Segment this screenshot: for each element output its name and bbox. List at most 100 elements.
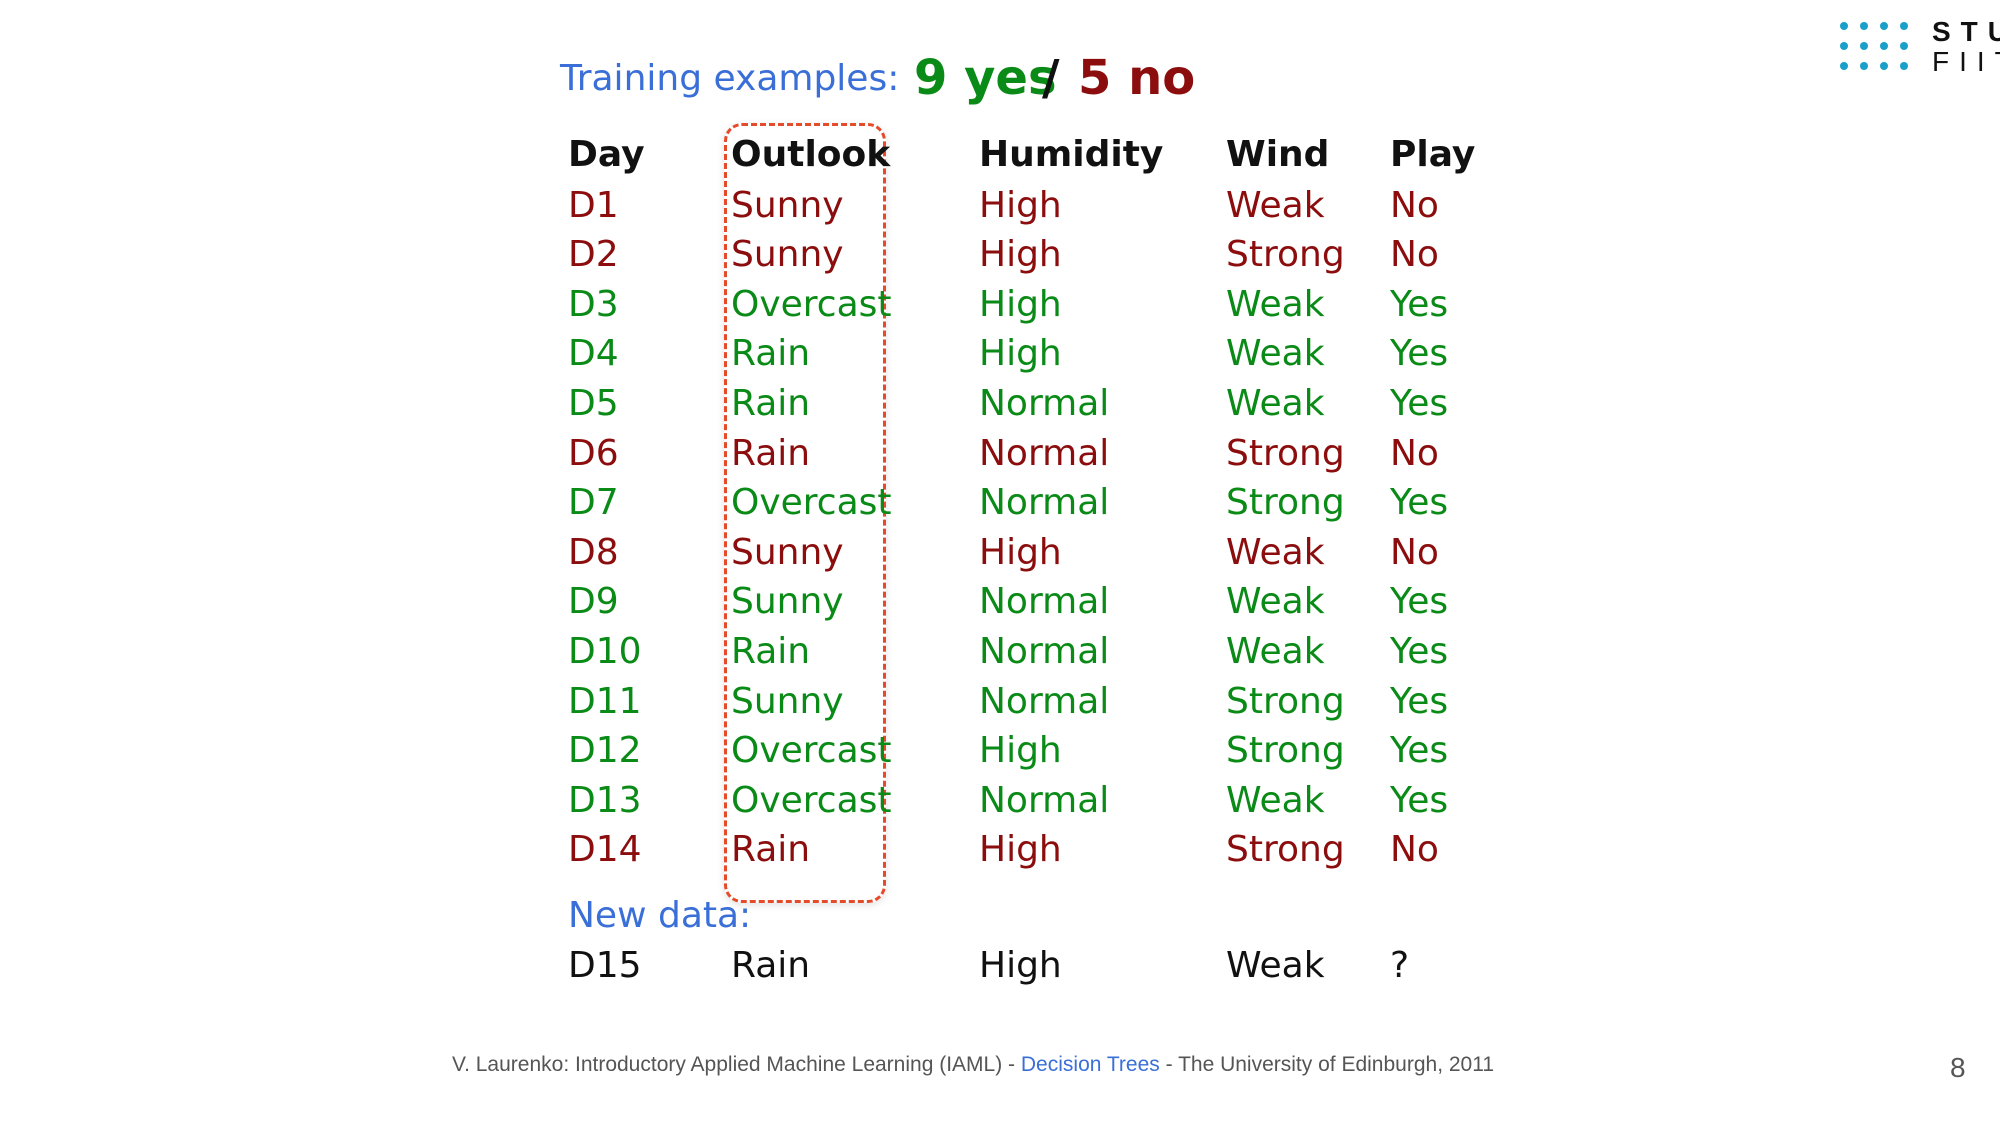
table-cell-play: No: [1390, 234, 1439, 275]
table-cell-outlook: Sunny: [731, 234, 844, 275]
table-cell-wind: Strong: [1226, 829, 1345, 870]
table-cell-day: D11: [568, 681, 642, 722]
table-cell-day: D4: [568, 333, 619, 374]
table-cell-humidity: Normal: [979, 780, 1110, 821]
yes-count: 9 yes: [914, 50, 1057, 106]
table-cell-humidity: Normal: [979, 681, 1110, 722]
logo-line-1: STU: [1932, 16, 2000, 47]
table-cell-play: No: [1390, 433, 1439, 474]
table-cell-wind: Weak: [1226, 185, 1325, 226]
footer-link-decision-trees[interactable]: Decision Trees: [1020, 1053, 1160, 1076]
logo-dot: [1860, 42, 1868, 50]
table-cell-wind: Weak: [1226, 581, 1325, 622]
table-cell-outlook: Sunny: [731, 581, 844, 622]
table-cell-outlook: Rain: [731, 433, 811, 474]
table-cell-day: D7: [568, 482, 619, 523]
table-cell-day: D3: [568, 284, 619, 325]
column-header-outlook: Outlook: [731, 134, 891, 175]
table-cell-play: Yes: [1390, 631, 1449, 672]
table-cell-wind: Weak: [1226, 532, 1325, 573]
table-cell-outlook: Rain: [731, 333, 811, 374]
table-cell-wind: Strong: [1226, 730, 1345, 771]
table-cell-day: D9: [568, 581, 619, 622]
table-cell-outlook: Rain: [731, 631, 811, 672]
table-cell-day: D13: [568, 780, 642, 821]
table-cell-outlook: Sunny: [731, 185, 844, 226]
new-data-cell-wind: Weak: [1226, 945, 1325, 986]
table-cell-day: D6: [568, 433, 619, 474]
table-cell-play: Yes: [1390, 681, 1449, 722]
logo-dot: [1880, 62, 1888, 70]
table-cell-outlook: Rain: [731, 383, 811, 424]
logo-dot: [1900, 22, 1908, 30]
table-cell-humidity: Normal: [979, 433, 1110, 474]
table-cell-wind: Strong: [1226, 234, 1345, 275]
table-cell-humidity: High: [979, 829, 1062, 870]
training-examples-label: Training examples:: [560, 58, 900, 99]
table-cell-outlook: Overcast: [731, 730, 892, 771]
table-cell-play: Yes: [1390, 284, 1449, 325]
logo-dot: [1840, 62, 1848, 70]
table-cell-wind: Weak: [1226, 631, 1325, 672]
table-cell-day: D2: [568, 234, 619, 275]
table-cell-humidity: High: [979, 730, 1062, 771]
column-header-humidity: Humidity: [979, 134, 1164, 175]
table-cell-wind: Weak: [1226, 383, 1325, 424]
table-cell-outlook: Overcast: [731, 284, 892, 325]
table-cell-day: D8: [568, 532, 619, 573]
new-data-cell-humidity: High: [979, 945, 1062, 986]
logo-dot: [1880, 22, 1888, 30]
table-cell-humidity: Normal: [979, 631, 1110, 672]
table-cell-outlook: Sunny: [731, 681, 844, 722]
new-data-label: New data:: [568, 895, 752, 936]
table-cell-outlook: Overcast: [731, 482, 892, 523]
table-cell-humidity: Normal: [979, 581, 1110, 622]
table-cell-outlook: Sunny: [731, 532, 844, 573]
table-cell-wind: Weak: [1226, 284, 1325, 325]
table-cell-play: Yes: [1390, 730, 1449, 771]
table-cell-humidity: High: [979, 284, 1062, 325]
logo-dot: [1840, 22, 1848, 30]
table-cell-wind: Strong: [1226, 482, 1345, 523]
column-header-day: Day: [568, 134, 645, 175]
table-cell-humidity: High: [979, 185, 1062, 226]
no-count: 5 no: [1078, 50, 1196, 106]
table-cell-humidity: High: [979, 532, 1062, 573]
column-header-play: Play: [1390, 134, 1476, 175]
table-cell-outlook: Rain: [731, 829, 811, 870]
table-cell-day: D14: [568, 829, 642, 870]
table-cell-play: No: [1390, 829, 1439, 870]
table-cell-play: No: [1390, 185, 1439, 226]
logo-dot: [1900, 42, 1908, 50]
table-cell-humidity: High: [979, 333, 1062, 374]
footer-prefix: V. Laurenko: Introductory Applied Machin…: [452, 1053, 1021, 1076]
table-cell-humidity: Normal: [979, 482, 1110, 523]
table-cell-humidity: High: [979, 234, 1062, 275]
table-cell-day: D10: [568, 631, 642, 672]
new-data-cell-outlook: Rain: [731, 945, 811, 986]
table-cell-play: Yes: [1390, 482, 1449, 523]
page-number: 8: [1950, 1052, 1966, 1083]
footer-suffix: - The University of Edinburgh, 2011: [1159, 1053, 1495, 1076]
table-cell-play: Yes: [1390, 581, 1449, 622]
table-cell-wind: Strong: [1226, 433, 1345, 474]
table-cell-play: Yes: [1390, 383, 1449, 424]
table-cell-day: D5: [568, 383, 619, 424]
table-cell-humidity: Normal: [979, 383, 1110, 424]
table-cell-outlook: Overcast: [731, 780, 892, 821]
count-separator: /: [1042, 50, 1060, 106]
logo-dot: [1880, 42, 1888, 50]
logo-dot: [1860, 62, 1868, 70]
logo-dot: [1840, 42, 1848, 50]
table-cell-day: D1: [568, 185, 619, 226]
table-cell-play: Yes: [1390, 333, 1449, 374]
new-data-cell-play: ?: [1390, 945, 1410, 986]
table-cell-play: No: [1390, 532, 1439, 573]
logo-dot: [1900, 62, 1908, 70]
table-cell-play: Yes: [1390, 780, 1449, 821]
slide-footer: V. Laurenko: Introductory Applied Machin…: [0, 1053, 2000, 1081]
column-header-wind: Wind: [1226, 134, 1330, 175]
table-cell-wind: Weak: [1226, 333, 1325, 374]
